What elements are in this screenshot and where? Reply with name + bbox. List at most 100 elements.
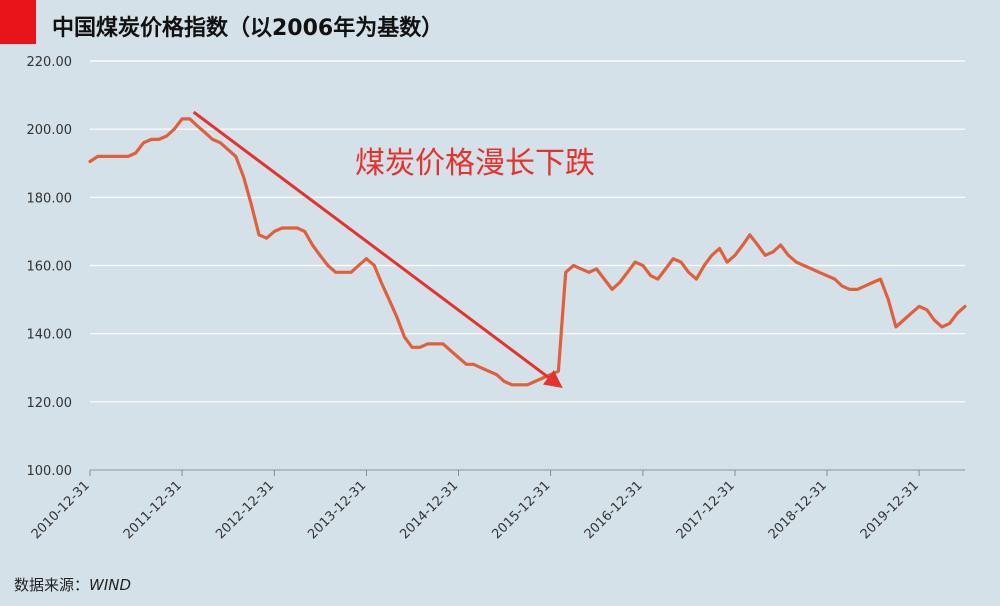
data-point	[434, 342, 437, 346]
data-point	[802, 264, 806, 267]
data-point	[487, 369, 490, 373]
annotation-arrow	[192, 110, 563, 389]
data-point	[795, 260, 798, 264]
data-point	[495, 373, 498, 376]
x-tick-label-8: 2018-12-31	[766, 478, 830, 542]
data-point	[925, 308, 929, 312]
data-point	[933, 318, 936, 322]
data-point	[518, 383, 522, 386]
data-point	[541, 376, 544, 380]
y-tick-label-0: 100.00	[27, 464, 73, 479]
data-point	[395, 315, 398, 318]
data-point	[234, 155, 237, 158]
data-point	[349, 271, 353, 274]
data-point	[618, 281, 621, 284]
data-point	[526, 383, 529, 386]
data-point	[303, 230, 306, 233]
data-point	[211, 138, 214, 141]
data-point	[510, 383, 514, 386]
data-point	[373, 264, 376, 267]
data-source: 数据来源：WIND	[14, 574, 131, 595]
data-point	[887, 298, 890, 301]
data-point	[894, 325, 898, 329]
data-point	[249, 202, 253, 206]
data-point	[96, 155, 100, 158]
x-tick-label-2: 2012-12-31	[213, 478, 277, 542]
x-tick-label-4: 2014-12-31	[397, 478, 461, 542]
data-point	[771, 250, 775, 254]
data-point	[879, 277, 882, 281]
data-point	[572, 264, 575, 267]
data-point	[318, 254, 322, 257]
data-point	[326, 264, 330, 267]
source-value: WIND	[89, 576, 132, 594]
x-tick-label-3: 2013-12-31	[305, 478, 369, 542]
y-tick-label-6: 220.00	[27, 55, 73, 70]
y-tick-label-5: 200.00	[27, 123, 73, 138]
data-point	[173, 127, 176, 131]
y-tick-label-3: 160.00	[27, 260, 73, 275]
data-point	[902, 318, 905, 322]
annotation-label: 煤炭价格漫长下跌	[355, 146, 595, 181]
x-tick-label-5: 2015-12-31	[489, 478, 553, 542]
data-point	[257, 233, 261, 237]
data-point	[103, 155, 107, 158]
x-tick-label-9: 2019-12-31	[858, 478, 922, 542]
data-point	[764, 254, 767, 257]
data-point	[756, 243, 759, 247]
data-point	[403, 335, 406, 339]
data-point	[564, 271, 567, 274]
data-point	[533, 380, 537, 383]
data-point	[418, 346, 422, 349]
title-accent-block	[0, 0, 36, 44]
data-point	[311, 243, 314, 247]
data-point	[633, 260, 637, 264]
data-point	[465, 363, 468, 366]
data-point	[825, 274, 829, 277]
data-point	[365, 257, 368, 260]
y-tick-label-4: 180.00	[27, 191, 73, 206]
data-point	[787, 254, 790, 257]
data-point	[295, 226, 299, 230]
data-point	[387, 298, 391, 301]
data-point	[656, 277, 659, 281]
x-tick-label-1: 2011-12-31	[121, 478, 185, 542]
data-point	[963, 305, 967, 308]
data-point	[664, 267, 667, 271]
data-point	[695, 277, 698, 281]
data-point	[119, 155, 122, 158]
data-point	[180, 117, 184, 121]
data-point	[219, 141, 222, 144]
data-point	[863, 284, 867, 288]
data-point	[595, 267, 598, 271]
data-point	[472, 363, 475, 366]
data-point	[88, 160, 92, 163]
data-point	[626, 271, 629, 274]
y-tick-label-1: 120.00	[27, 396, 73, 411]
data-point	[502, 380, 506, 383]
data-point	[940, 325, 944, 329]
data-point	[426, 342, 429, 346]
data-point	[126, 155, 130, 158]
data-point	[725, 260, 729, 264]
data-point	[549, 373, 552, 376]
data-point	[457, 356, 460, 359]
data-point	[671, 257, 675, 260]
data-point	[710, 254, 713, 257]
data-point	[848, 288, 851, 291]
y-tick-label-2: 140.00	[27, 328, 73, 343]
data-point	[687, 271, 690, 274]
data-point	[718, 247, 721, 250]
data-point	[587, 271, 591, 274]
data-point	[265, 237, 268, 240]
data-point	[134, 151, 137, 155]
data-point	[165, 134, 168, 138]
data-point	[195, 124, 199, 127]
data-point	[203, 131, 207, 134]
data-point	[733, 254, 737, 257]
data-point	[833, 277, 837, 281]
data-point	[748, 233, 752, 237]
data-point	[441, 342, 445, 346]
data-point	[741, 243, 744, 247]
